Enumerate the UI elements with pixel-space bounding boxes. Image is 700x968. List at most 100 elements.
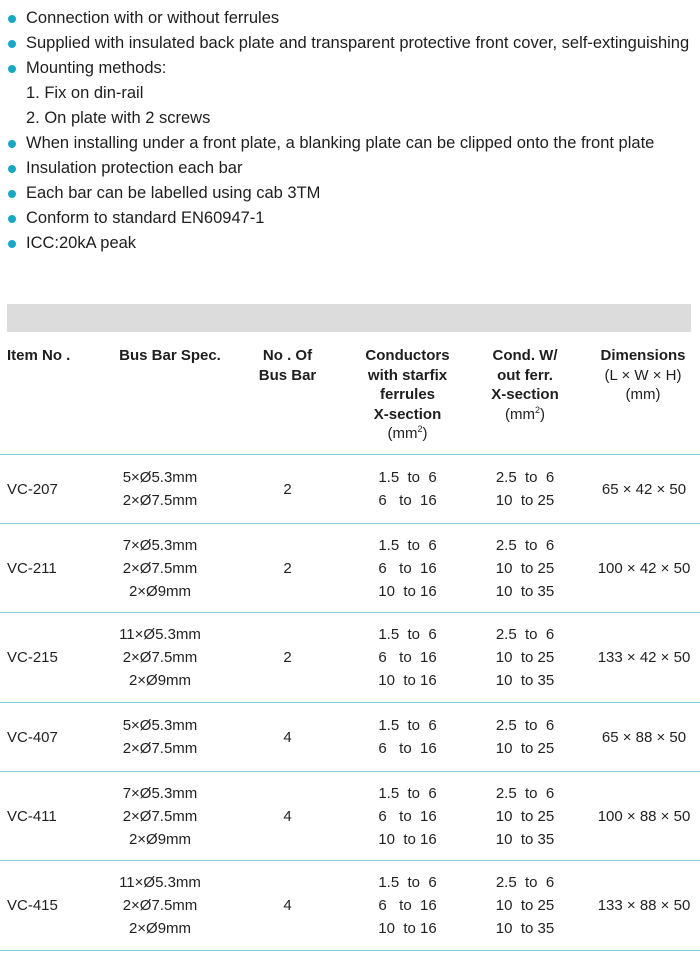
cell-cond1: 1.5 to 6 6 to 16 10 to 16 [378,626,437,689]
feature-item: ICC:20kA peak [0,231,700,256]
feature-text: Mounting methods: [26,59,167,77]
table-body: VC-207 5×Ø5.3mm 2×Ø7.5mm 2 1.5 to 6 6 to 16… [0,454,700,951]
feature-text: Conform to standard EN60947-1 [26,209,265,227]
header-item-label: Item No . [7,347,71,364]
table-row: VC-411 7×Ø5.3mm 2×Ø7.5mm 2×Ø9mm 4 1.5 to 6 … [0,771,700,860]
cell-cond2: 2.5 to 6 10 to 25 10 to 35 [495,626,555,689]
cell-spec: 5×Ø5.3mm 2×Ø7.5mm [122,469,198,509]
cell-nbar: 2 [283,649,292,666]
cell-dim: 133 × 88 × 50 [597,897,691,914]
table-row: VC-211 7×Ø5.3mm 2×Ø7.5mm 2×Ø9mm 2 1.5 to 6 … [0,523,700,612]
header-spec-label: Bus Bar Spec. [119,347,221,364]
cell-spec: 7×Ø5.3mm 2×Ø7.5mm 2×Ø9mm [122,784,198,848]
header-cond2-line1: Cond. W/ [492,347,558,364]
cell-dim: 100 × 42 × 50 [597,559,691,577]
cell-spec: 11×Ø5.3mm 2×Ø7.5mm 2×Ø9mm [119,626,201,689]
header-nbar-line1: No . Of [262,347,313,364]
table-row: VC-207 5×Ø5.3mm 2×Ø7.5mm 2 1.5 to 6 6 to 16… [0,454,700,523]
feature-subitem: 1. Fix on din-rail [0,81,700,106]
header-spec: Bus Bar Spec. [105,346,235,366]
bullet-dot-icon [8,215,16,223]
cell-item: VC-415 [7,897,58,914]
bullet-dot-icon [8,140,16,148]
header-dim-line2: (L × W × H) [604,366,682,384]
cell-cond1: 1.5 to 6 6 to 16 10 to 16 [378,874,437,937]
feature-item: Each bar can be labelled using cab 3TM [0,181,700,206]
unit-sup: 2 [534,404,540,415]
feature-text: Insulation protection each bar [26,159,243,177]
cell-nbar: 4 [283,807,292,825]
cell-cond2: 2.5 to 6 10 to 25 10 to 35 [495,874,555,937]
unit-close: ) [422,425,428,442]
header-dimensions: Dimensions (L × W × H) (mm) [588,346,698,405]
cell-item: VC-215 [7,649,58,666]
header-cond-ferrules: Conductors with starfix ferrules X-secti… [345,346,470,444]
cell-cond2: 2.5 to 6 10 to 25 [495,717,555,757]
cell-nbar: 2 [283,559,292,577]
cell-dim: 65 × 42 × 50 [601,480,687,498]
bullet-dot-icon [8,190,16,198]
cell-cond1: 1.5 to 6 6 to 16 10 to 16 [378,784,437,848]
unit-sup: 2 [417,424,423,434]
header-cond1-line3: ferrules [379,386,436,403]
cell-nbar: 4 [283,897,292,914]
header-cond2-line2: out ferr. [497,366,553,384]
header-cond1-line2: with starfix [367,366,448,384]
header-cond1-line1: Conductors [365,347,450,364]
feature-text: ICC:20kA peak [26,234,137,252]
bullet-dot-icon [8,40,16,48]
header-dim-line1: Dimensions [600,347,686,364]
table-title-band [7,304,691,332]
cell-spec: 7×Ø5.3mm 2×Ø7.5mm 2×Ø9mm [122,536,198,600]
cell-cond1: 1.5 to 6 6 to 16 [378,717,437,757]
header-cond2-line3: X-section [491,386,559,403]
cell-nbar: 2 [283,480,292,498]
unit-text: (mm [387,425,418,442]
cell-dim: 65 × 88 × 50 [601,728,687,746]
feature-text: Each bar can be labelled using cab 3TM [26,184,321,202]
unit-close: ) [540,405,545,423]
header-dim-line3: (mm) [625,386,661,403]
feature-list: Connection with or without ferrules Suppl… [0,6,700,256]
feature-item: When installing under a front plate, a b… [0,131,700,156]
cell-cond2: 2.5 to 6 10 to 25 10 to 35 [495,536,555,600]
bullet-dot-icon [8,240,16,248]
cell-item: VC-207 [7,480,58,498]
header-cond1-line4: X-section [373,405,442,423]
header-cond1-unit: (mm2) [345,424,470,444]
cell-item: VC-411 [7,807,57,825]
cell-cond2: 2.5 to 6 10 to 25 10 to 35 [495,784,555,848]
cell-cond1: 1.5 to 6 6 to 16 [378,469,437,509]
bullet-dot-icon [8,165,16,173]
table-header: Item No . Bus Bar Spec. No . Of Bus Bar … [0,346,700,454]
feature-item: Supplied with insulated back plate and t… [0,31,700,56]
table-row: VC-215 11×Ø5.3mm 2×Ø7.5mm 2×Ø9mm 2 1.5 to 6… [0,612,700,702]
header-item: Item No . [7,346,97,366]
table-row: VC-407 5×Ø5.3mm 2×Ø7.5mm 4 1.5 to 6 6 to 16… [0,702,700,771]
bullet-dot-icon [8,65,16,73]
feature-item: Connection with or without ferrules [0,6,700,31]
feature-text: Supplied with insulated back plate and t… [26,34,690,52]
cell-dim: 100 × 88 × 50 [597,807,691,825]
cell-cond1: 1.5 to 6 6 to 16 10 to 16 [378,536,437,600]
feature-item: Conform to standard EN60947-1 [0,206,700,231]
feature-text: 2. On plate with 2 screws [26,109,211,127]
cell-spec: 5×Ø5.3mm 2×Ø7.5mm [122,717,198,757]
feature-text: Connection with or without ferrules [26,9,280,27]
header-cond-noferr: Cond. W/ out ferr. X-section (mm2) [475,346,575,424]
feature-subitem: 2. On plate with 2 screws [0,106,700,131]
header-nbar: No . Of Bus Bar [245,346,330,385]
feature-item: Mounting methods: [0,56,700,81]
cell-item: VC-407 [7,728,58,746]
feature-text: When installing under a front plate, a b… [26,134,655,152]
table-row: VC-415 11×Ø5.3mm 2×Ø7.5mm 2×Ø9mm 4 1.5 to 6… [0,860,700,951]
cell-dim: 133 × 42 × 50 [597,649,691,666]
feature-text: 1. Fix on din-rail [26,84,144,102]
bullet-dot-icon [8,15,16,23]
cell-nbar: 4 [283,728,292,746]
unit-text: (mm [504,405,535,423]
header-nbar-line2: Bus Bar [258,366,317,384]
header-cond2-unit: (mm2) [475,405,575,425]
cell-spec: 11×Ø5.3mm 2×Ø7.5mm 2×Ø9mm [119,874,201,937]
feature-item: Insulation protection each bar [0,156,700,181]
